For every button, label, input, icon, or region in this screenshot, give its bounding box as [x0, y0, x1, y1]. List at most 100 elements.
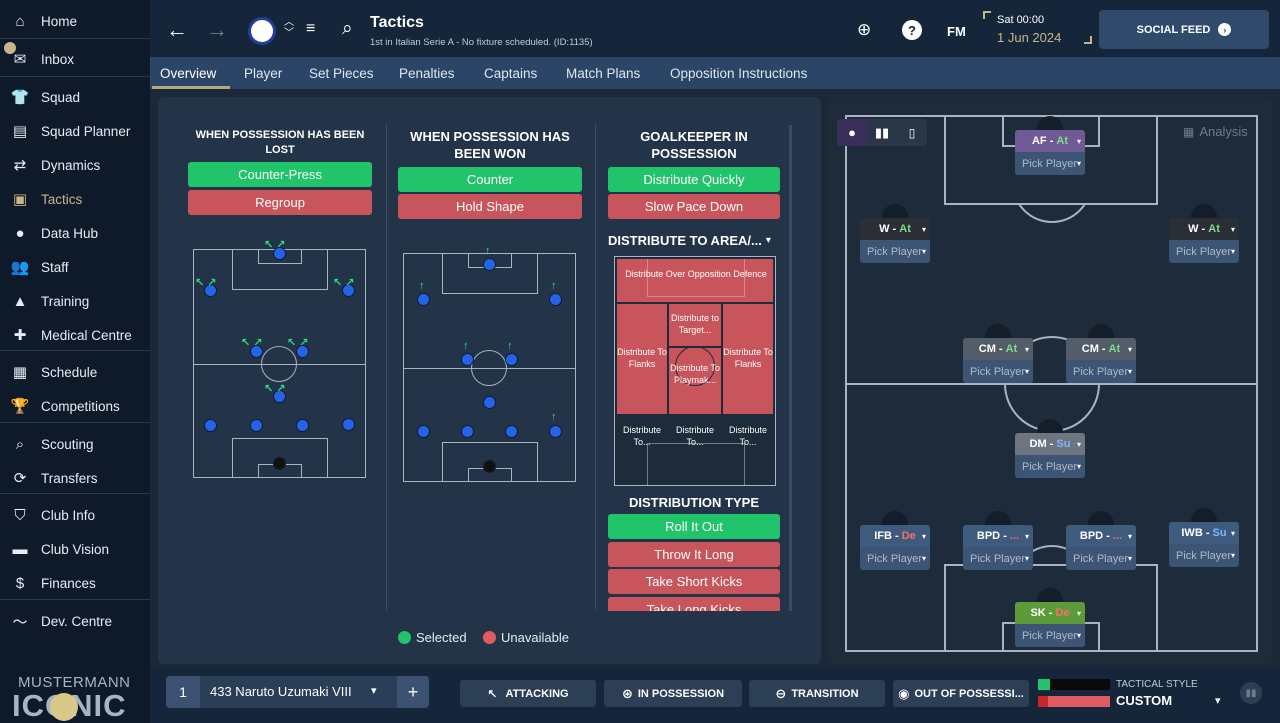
club-crest-icon[interactable] [248, 17, 276, 45]
stats-view-icon[interactable]: ▮▮ [874, 124, 890, 140]
social-feed-button[interactable]: SOCIAL FEED › [1099, 10, 1269, 49]
position-card-cmr[interactable]: CM - At ▾ Pick Player ▾ [1066, 338, 1136, 384]
chevron-down-icon[interactable]: ▾ [1215, 695, 1221, 707]
tab-penalties[interactable]: Penalties [399, 65, 455, 81]
sidebar-item-scouting[interactable]: ⌕ Scouting [0, 427, 150, 461]
slow-pace-down-option[interactable]: Slow Pace Down [608, 194, 780, 219]
game-date[interactable]: 1 Jun 2024 [997, 30, 1062, 45]
sidebar-item-club-info[interactable]: ⛉ Club Info [0, 498, 150, 532]
area-flanks-right[interactable] [723, 304, 773, 414]
take-short-kicks-option[interactable]: Take Short Kicks [608, 569, 780, 594]
menu-icon[interactable]: ≡ [306, 20, 316, 37]
scrollbar[interactable] [789, 125, 792, 611]
position-card-bpdl[interactable]: BPD - ... ▾ Pick Player ▾ [963, 525, 1033, 571]
position-card-cml[interactable]: CM - At ▾ Pick Player ▾ [963, 338, 1033, 384]
pick-player-selector[interactable]: Pick Player ▾ [1169, 240, 1239, 263]
position-card-af[interactable]: AF - At ▾ Pick Player ▾ [1015, 130, 1085, 176]
role-duty-selector[interactable]: AF - At ▾ [1015, 130, 1085, 152]
sidebar-item-finances[interactable]: $ Finances [0, 566, 150, 600]
role-duty-selector[interactable]: CM - At ▾ [1066, 338, 1136, 360]
tactic-selector[interactable]: 1 433 Naruto Uzumaki VIII ▾ + [166, 676, 429, 708]
roll-it-out-option[interactable]: Roll It Out [608, 514, 780, 539]
pick-player-selector[interactable]: Pick Player ▾ [1066, 547, 1136, 570]
position-card-dm[interactable]: DM - Su ▾ Pick Player ▾ [1015, 433, 1085, 479]
sidebar-item-tactics[interactable]: ▣ Tactics [0, 182, 150, 216]
sidebar-item-inbox[interactable]: ✉ Inbox [0, 42, 150, 76]
position-card-wr[interactable]: W - At ▾ Pick Player ▾ [1169, 218, 1239, 264]
report-view-icon[interactable]: ▯ [908, 125, 916, 140]
tab-overview[interactable]: Overview [160, 65, 217, 81]
pick-player-selector[interactable]: Pick Player ▾ [1169, 544, 1239, 567]
tactical-style-value[interactable]: CUSTOM [1116, 693, 1173, 708]
pick-player-selector[interactable]: Pick Player ▾ [963, 360, 1033, 383]
pick-player-selector[interactable]: Pick Player ▾ [1015, 152, 1085, 175]
position-card-iwb[interactable]: IWB - Su ▾ Pick Player ▾ [1169, 522, 1239, 568]
tab-match-plans[interactable]: Match Plans [566, 65, 641, 81]
search-icon[interactable]: ⌕ [342, 18, 353, 39]
sidebar-item-schedule[interactable]: ▦ Schedule [0, 355, 150, 389]
in-possession-phase-button[interactable]: ⊛ IN POSSESSION [604, 680, 742, 707]
forward-arrow-icon[interactable]: → [206, 17, 228, 42]
tab-opposition-instructions[interactable]: Opposition Instructions [670, 65, 808, 81]
globe-icon[interactable]: ⊕ [857, 20, 872, 39]
take-long-kicks-option[interactable]: Take Long Kicks [608, 597, 780, 611]
sidebar-item-squad[interactable]: 👕 Squad [0, 80, 150, 114]
sidebar-item-squad-planner[interactable]: ▤ Squad Planner [0, 114, 150, 148]
back-arrow-icon[interactable]: ← [166, 17, 188, 42]
sidebar-item-competitions[interactable]: 🏆 Competitions [0, 389, 150, 423]
player-view-icon[interactable]: ● [837, 119, 867, 146]
sidebar-item-training[interactable]: ▲ Training [0, 284, 150, 318]
role-duty-selector[interactable]: BPD - ... ▾ [963, 525, 1033, 547]
position-card-bpdr[interactable]: BPD - ... ▾ Pick Player ▾ [1066, 525, 1136, 571]
role-duty-selector[interactable]: IFB - De ▾ [860, 525, 930, 547]
sidebar-item-club-vision[interactable]: ▬ Club Vision [0, 532, 150, 566]
sidebar-item-home[interactable]: ⌂ Home [0, 4, 150, 38]
hold-shape-option[interactable]: Hold Shape [398, 194, 582, 219]
role-duty-selector[interactable]: IWB - Su ▾ [1169, 522, 1239, 544]
attacking-phase-button[interactable]: ↖ ATTACKING [460, 680, 596, 707]
pick-player-selector[interactable]: Pick Player ▾ [860, 547, 930, 570]
analysis-button[interactable]: ▦ Analysis [1183, 124, 1248, 139]
distribute-quickly-option[interactable]: Distribute Quickly [608, 167, 780, 192]
tab-player[interactable]: Player [244, 65, 283, 81]
role-duty-selector[interactable]: W - At ▾ [1169, 218, 1239, 240]
sidebar-item-dynamics[interactable]: ⇄ Dynamics [0, 148, 150, 182]
role-duty-selector[interactable]: CM - At ▾ [963, 338, 1033, 360]
area-flanks-left[interactable] [617, 304, 667, 414]
add-tactic-button[interactable]: + [397, 676, 429, 708]
tab-set-pieces[interactable]: Set Pieces [309, 65, 374, 81]
sidebar-item-transfers[interactable]: ⟳ Transfers [0, 461, 150, 495]
pick-player-selector[interactable]: Pick Player ▾ [1015, 455, 1085, 478]
out-of-possession-phase-button[interactable]: ◉ OUT OF POSSESSI... [893, 680, 1029, 707]
distribute-area-dropdown[interactable]: DISTRIBUTE TO AREA/... ▾ [608, 232, 780, 248]
pick-player-selector[interactable]: Pick Player ▾ [1066, 360, 1136, 383]
position-card-ifb[interactable]: IFB - De ▾ Pick Player ▾ [860, 525, 930, 571]
fm-logo[interactable]: FM [947, 24, 966, 39]
sidebar-item-medical-centre[interactable]: ✚ Medical Centre [0, 318, 150, 352]
pick-player-selector[interactable]: Pick Player ▾ [860, 240, 930, 263]
position-card-wl[interactable]: W - At ▾ Pick Player ▾ [860, 218, 930, 264]
position-card-sk[interactable]: SK - De ▾ Pick Player ▾ [1015, 602, 1085, 648]
role-duty-selector[interactable]: DM - Su ▾ [1015, 433, 1085, 455]
tab-captains[interactable]: Captains [484, 65, 538, 81]
page-title: Tactics [370, 14, 424, 31]
transition-phase-button[interactable]: ⊖ TRANSITION [749, 680, 885, 707]
help-icon[interactable]: ? [902, 20, 922, 40]
style-meter-top [1038, 679, 1110, 690]
counter-press-option[interactable]: Counter-Press [188, 162, 372, 187]
throw-it-long-option[interactable]: Throw It Long [608, 542, 780, 567]
pick-player-selector[interactable]: Pick Player ▾ [1015, 624, 1085, 647]
area-target[interactable] [669, 304, 721, 346]
tactic-analysis-icon[interactable]: ▮▮ [1240, 682, 1262, 704]
pick-player-selector[interactable]: Pick Player ▾ [963, 547, 1033, 570]
regroup-option[interactable]: Regroup [188, 190, 372, 215]
club-switch-icon[interactable]: ︿ ﹀ [284, 17, 294, 39]
counter-option[interactable]: Counter [398, 167, 582, 192]
area-defence[interactable] [617, 259, 773, 302]
role-duty-selector[interactable]: BPD - ... ▾ [1066, 525, 1136, 547]
role-duty-selector[interactable]: SK - De ▾ [1015, 602, 1085, 624]
role-duty-selector[interactable]: W - At ▾ [860, 218, 930, 240]
sidebar-item-staff[interactable]: 👥 Staff [0, 250, 150, 284]
sidebar-item-dev-centre[interactable]: 〜 Dev. Centre [0, 604, 150, 638]
sidebar-item-data-hub[interactable]: ● Data Hub [0, 216, 150, 250]
